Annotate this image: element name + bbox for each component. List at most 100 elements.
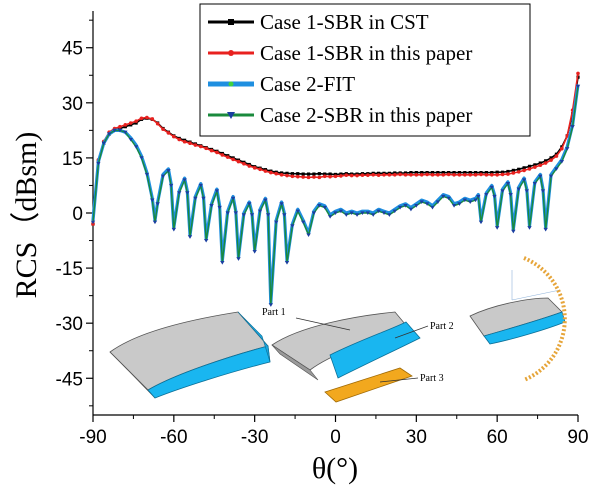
data-point [554, 167, 559, 171]
data-point [549, 158, 553, 162]
data-point [123, 125, 127, 129]
data-point [355, 173, 359, 178]
data-point [145, 115, 149, 120]
data-point [452, 173, 456, 177]
data-point [168, 183, 174, 188]
data-point [118, 124, 122, 129]
data-point [473, 198, 478, 203]
data-point [263, 169, 268, 173]
data-point [506, 172, 510, 176]
data-point [134, 121, 138, 125]
data-point [198, 183, 203, 188]
data-point [446, 196, 451, 201]
data-point [182, 139, 187, 144]
data-point [403, 171, 408, 175]
series-layer [90, 71, 581, 307]
data-point [241, 213, 247, 217]
data-point [171, 227, 177, 232]
data-point [354, 213, 360, 217]
data-point [468, 173, 473, 177]
data-point [333, 172, 338, 177]
y-tick-label: -15 [56, 259, 83, 280]
data-point [522, 168, 526, 173]
legend-label: Case 2-SBR in this paper [260, 103, 472, 127]
data-point [544, 159, 548, 163]
data-point [476, 194, 481, 199]
legend-marker [227, 112, 235, 119]
data-point [366, 173, 370, 177]
data-point [414, 204, 419, 208]
data-point [532, 182, 538, 186]
data-point [150, 117, 155, 121]
data-point [295, 174, 300, 179]
data-point [505, 182, 511, 186]
data-point [312, 175, 316, 179]
data-point [215, 150, 219, 155]
x-tick-label: 60 [487, 427, 508, 448]
data-point [188, 141, 192, 146]
data-point [371, 213, 376, 217]
data-point [290, 172, 294, 176]
data-point [225, 211, 230, 215]
data-point [392, 173, 397, 177]
inset-illustrations: Part 1 Part 2 Part 3 [109, 256, 567, 403]
data-point [322, 174, 327, 179]
data-point [257, 209, 263, 214]
data-point [441, 171, 445, 175]
data-point [451, 204, 457, 208]
data-point [473, 173, 478, 177]
data-point [225, 155, 230, 159]
data-point [339, 174, 343, 178]
data-point [500, 172, 505, 177]
data-point [436, 171, 440, 175]
data-point [430, 173, 435, 177]
data-point [177, 191, 182, 195]
data-point [495, 170, 499, 174]
data-point [554, 154, 559, 158]
y-axis-title: RCS（dBsm) [10, 132, 43, 299]
data-point [274, 220, 279, 225]
data-point [177, 137, 182, 142]
data-point [403, 204, 408, 208]
data-point [376, 209, 381, 214]
data-point [543, 227, 548, 232]
data-point [387, 213, 392, 217]
data-point [524, 189, 530, 193]
data-point [377, 171, 381, 175]
data-point [201, 196, 206, 201]
data-point [155, 202, 160, 206]
data-point [258, 167, 262, 172]
data-point [436, 173, 440, 177]
data-point [279, 202, 284, 206]
data-point [463, 173, 467, 177]
data-point [446, 172, 451, 177]
wing-model-case1 [109, 311, 271, 399]
data-point [317, 204, 322, 208]
data-point [150, 198, 155, 203]
data-point [339, 172, 343, 176]
data-point [462, 198, 468, 203]
data-point [489, 173, 494, 177]
data-point [387, 173, 392, 177]
data-point [478, 220, 484, 225]
data-point [230, 196, 236, 201]
data-point [106, 132, 112, 137]
data-point [268, 303, 274, 307]
data-point [209, 148, 214, 153]
data-point [344, 213, 349, 217]
data-point [495, 173, 499, 177]
data-point [118, 126, 122, 131]
data-point [338, 209, 344, 214]
legend-item: Case 2-FIT [208, 72, 355, 96]
data-point [424, 202, 430, 206]
x-tick-label: 0 [330, 427, 341, 448]
data-point [269, 170, 273, 175]
data-point [263, 198, 268, 203]
x-tick-label: -90 [79, 427, 106, 448]
legend: Case 1-SBR in CST Case 1-SBR in this pape… [199, 3, 531, 137]
legend-label: Case 1-SBR in CST [260, 10, 429, 34]
data-point [144, 172, 150, 177]
legend-item: Case 1-SBR in CST [208, 10, 429, 34]
data-point [117, 128, 123, 133]
data-point [279, 173, 284, 177]
